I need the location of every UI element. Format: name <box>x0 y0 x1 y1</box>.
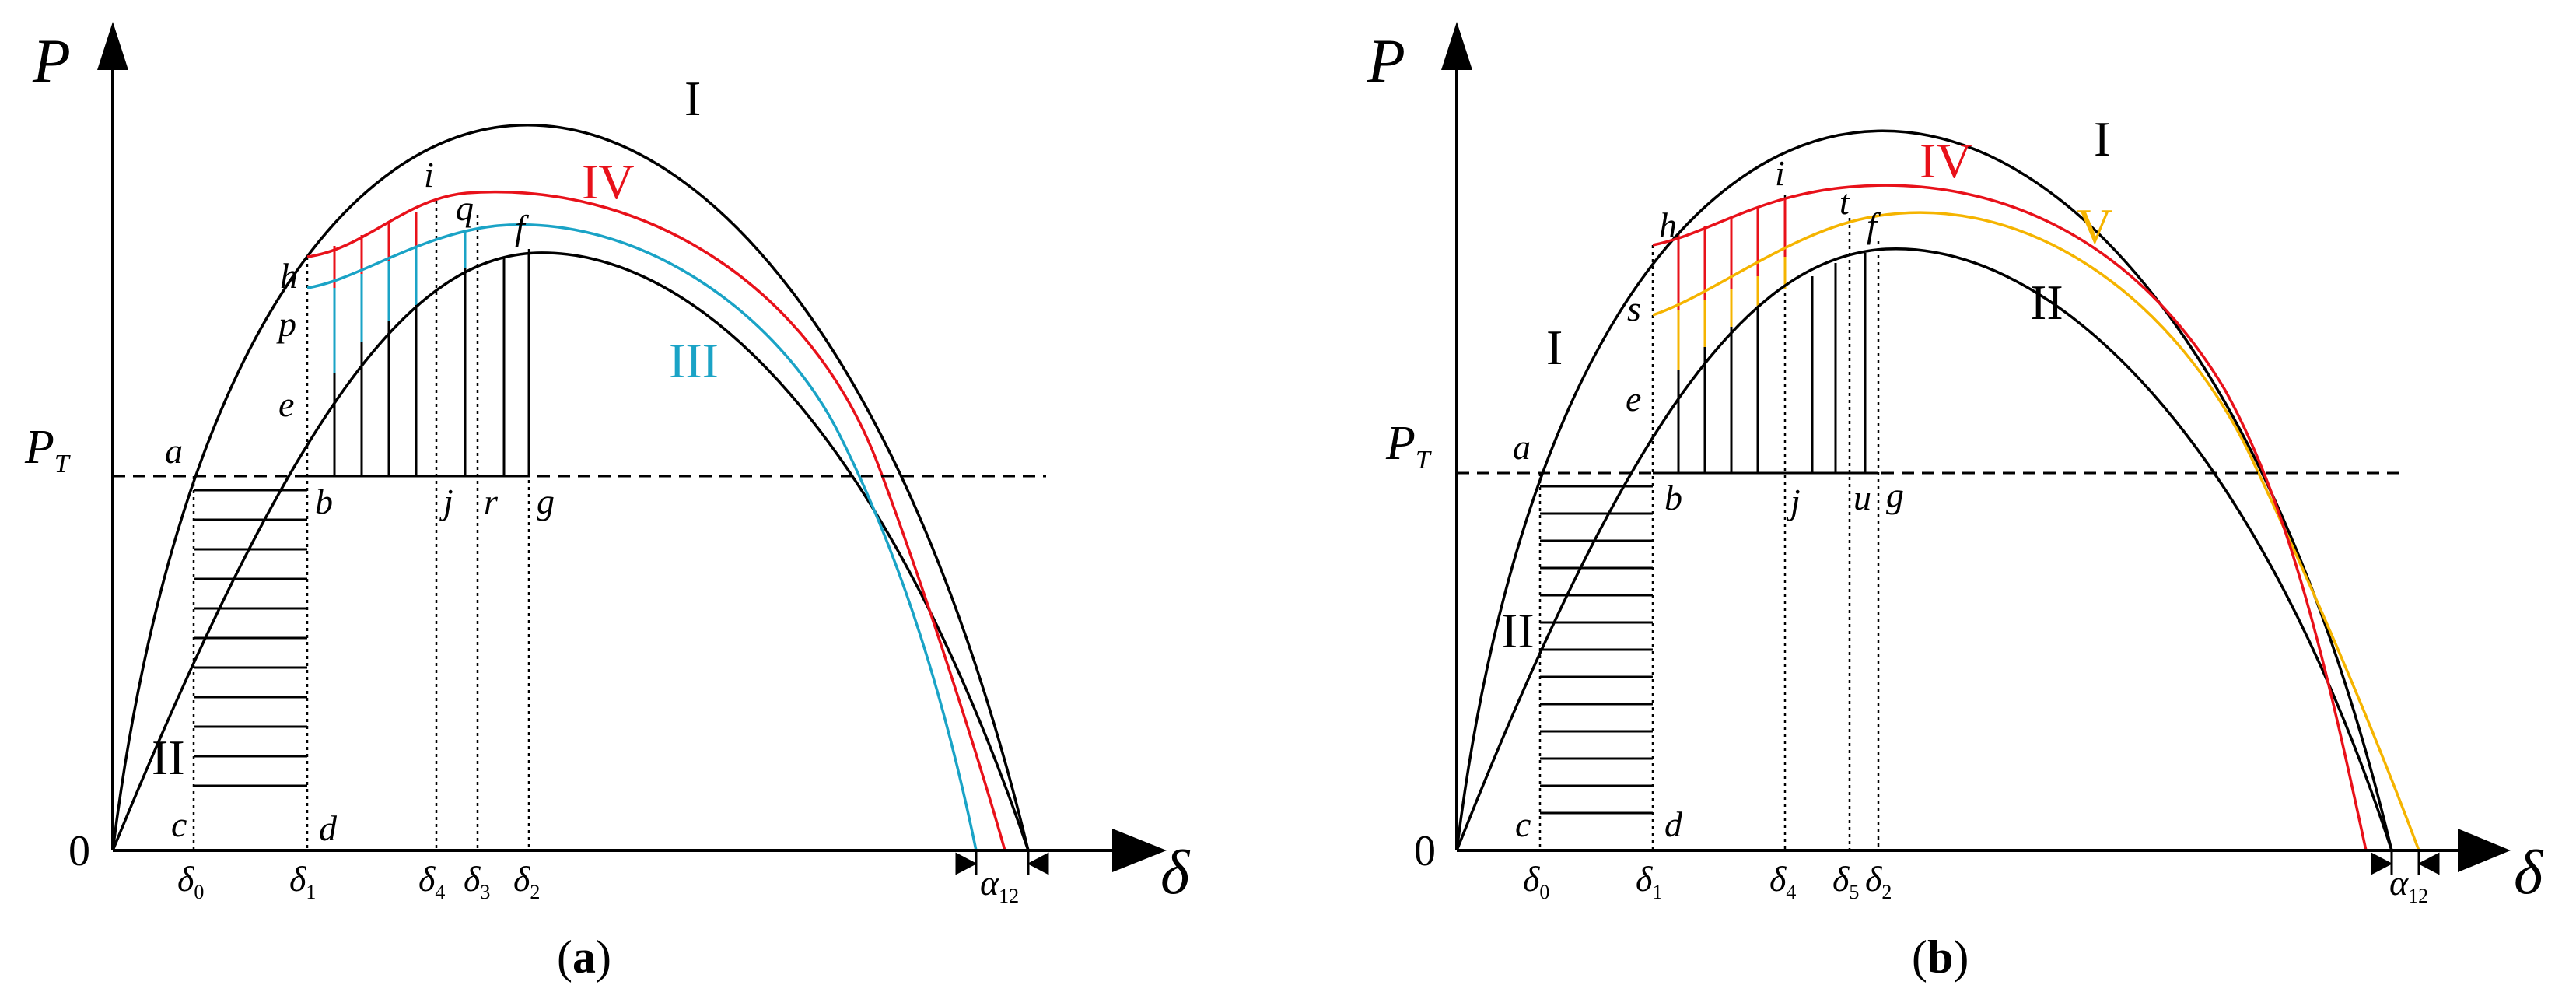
point-j-a: j <box>439 482 453 521</box>
tick-delta1-a: δ1 <box>289 859 316 903</box>
pt-label-a: PT <box>24 421 71 478</box>
curve-label-III-a: III <box>669 333 719 388</box>
x-axis-label-a: δ <box>1160 839 1191 907</box>
point-i-b: i <box>1775 153 1785 193</box>
origin-label-a: 0 <box>68 827 90 875</box>
cyan-strips-a <box>333 230 467 373</box>
tick-delta4-a: δ4 <box>418 859 445 903</box>
curve-I-b <box>1455 129 2393 851</box>
point-c-b: c <box>1515 804 1531 844</box>
black-strips-a <box>333 253 530 476</box>
curve-IV-a <box>306 191 1006 851</box>
deceleration-hatch-b <box>1540 485 1653 815</box>
point-e-a: e <box>278 384 294 424</box>
curve-label-II-right-b: II <box>2030 275 2063 330</box>
point-j-b: j <box>1787 482 1801 521</box>
tick-delta2-b: δ2 <box>1865 859 1892 903</box>
alpha-bracket-a <box>955 850 1049 875</box>
curve-IV-b <box>1652 184 2368 851</box>
x-axis-label-b: δ <box>2514 839 2544 907</box>
curve-label-I-top-b: I <box>2094 111 2110 166</box>
point-g-b: g <box>1886 475 1904 515</box>
tick-delta5-b: δ5 <box>1832 859 1859 903</box>
curve-label-I-a: I <box>684 71 701 126</box>
pt-label-b: PT <box>1385 417 1432 475</box>
caption-b: (b) <box>1912 931 1969 983</box>
point-f-b: f <box>1867 205 1881 245</box>
tick-alpha12-a: α12 <box>980 863 1019 907</box>
y-axis-arrow-a <box>97 22 128 70</box>
tick-delta0-a: δ0 <box>177 859 204 903</box>
tick-alpha12-b: α12 <box>2389 863 2428 907</box>
point-t-b: t <box>1839 182 1850 222</box>
point-g-a: g <box>537 482 555 521</box>
y-axis-label-a: P <box>32 27 71 96</box>
curve-III-a <box>306 223 978 851</box>
curve-label-I-left-b: I <box>1546 320 1563 375</box>
tick-delta0-b: δ0 <box>1523 859 1549 903</box>
curve-I-a <box>111 124 1030 851</box>
point-b-a: b <box>315 482 333 521</box>
point-h-b: h <box>1659 205 1677 245</box>
curve-V-b <box>1652 211 2420 851</box>
tick-delta1-b: δ1 <box>1636 859 1662 903</box>
tick-delta2-a: δ2 <box>513 859 540 903</box>
dotted-guides-b <box>1538 195 1880 850</box>
caption-a: (a) <box>557 931 611 983</box>
y-axis-arrow-b <box>1441 22 1472 70</box>
point-p-a: p <box>276 304 296 344</box>
point-d-a: d <box>319 808 338 848</box>
point-d-b: d <box>1664 804 1683 844</box>
alpha-bracket-b <box>2371 850 2440 875</box>
black-strips-b <box>1677 253 1867 473</box>
point-e-b: e <box>1626 379 1641 419</box>
point-c-a: c <box>171 804 187 844</box>
x-axis-arrow-b <box>2458 829 2511 872</box>
x-axis-arrow-a <box>1112 829 1167 872</box>
curve-label-II-a: II <box>152 730 185 785</box>
point-r-a: r <box>484 482 499 521</box>
point-h-a: h <box>280 256 298 296</box>
point-i-a: i <box>424 155 434 195</box>
point-a-a: a <box>165 431 183 471</box>
curve-label-V-b: V <box>2077 198 2112 254</box>
point-a-b: a <box>1513 427 1531 467</box>
panel-a: P δ 0 PT I IV III II a b c d e f g h i j… <box>24 22 1191 983</box>
point-b-b: b <box>1664 478 1682 517</box>
tick-delta4-b: δ4 <box>1769 859 1796 903</box>
panel-b: P δ 0 PT I I II II IV V a b c d e f g h … <box>1367 22 2544 983</box>
origin-label-b: 0 <box>1414 827 1436 875</box>
curve-label-II-left-b: II <box>1501 603 1535 658</box>
curve-label-IV-b: IV <box>1920 133 1972 188</box>
curve-label-IV-a: IV <box>582 154 635 209</box>
tick-delta3-a: δ3 <box>464 859 490 903</box>
point-f-a: f <box>515 208 530 247</box>
point-u-b: u <box>1853 478 1871 517</box>
point-q-a: q <box>456 188 474 228</box>
curve-II-a <box>111 251 1030 851</box>
curve-II-b <box>1455 247 2393 851</box>
point-s-b: s <box>1627 289 1641 328</box>
deceleration-hatch-a <box>194 489 307 787</box>
y-axis-label-b: P <box>1367 27 1405 96</box>
